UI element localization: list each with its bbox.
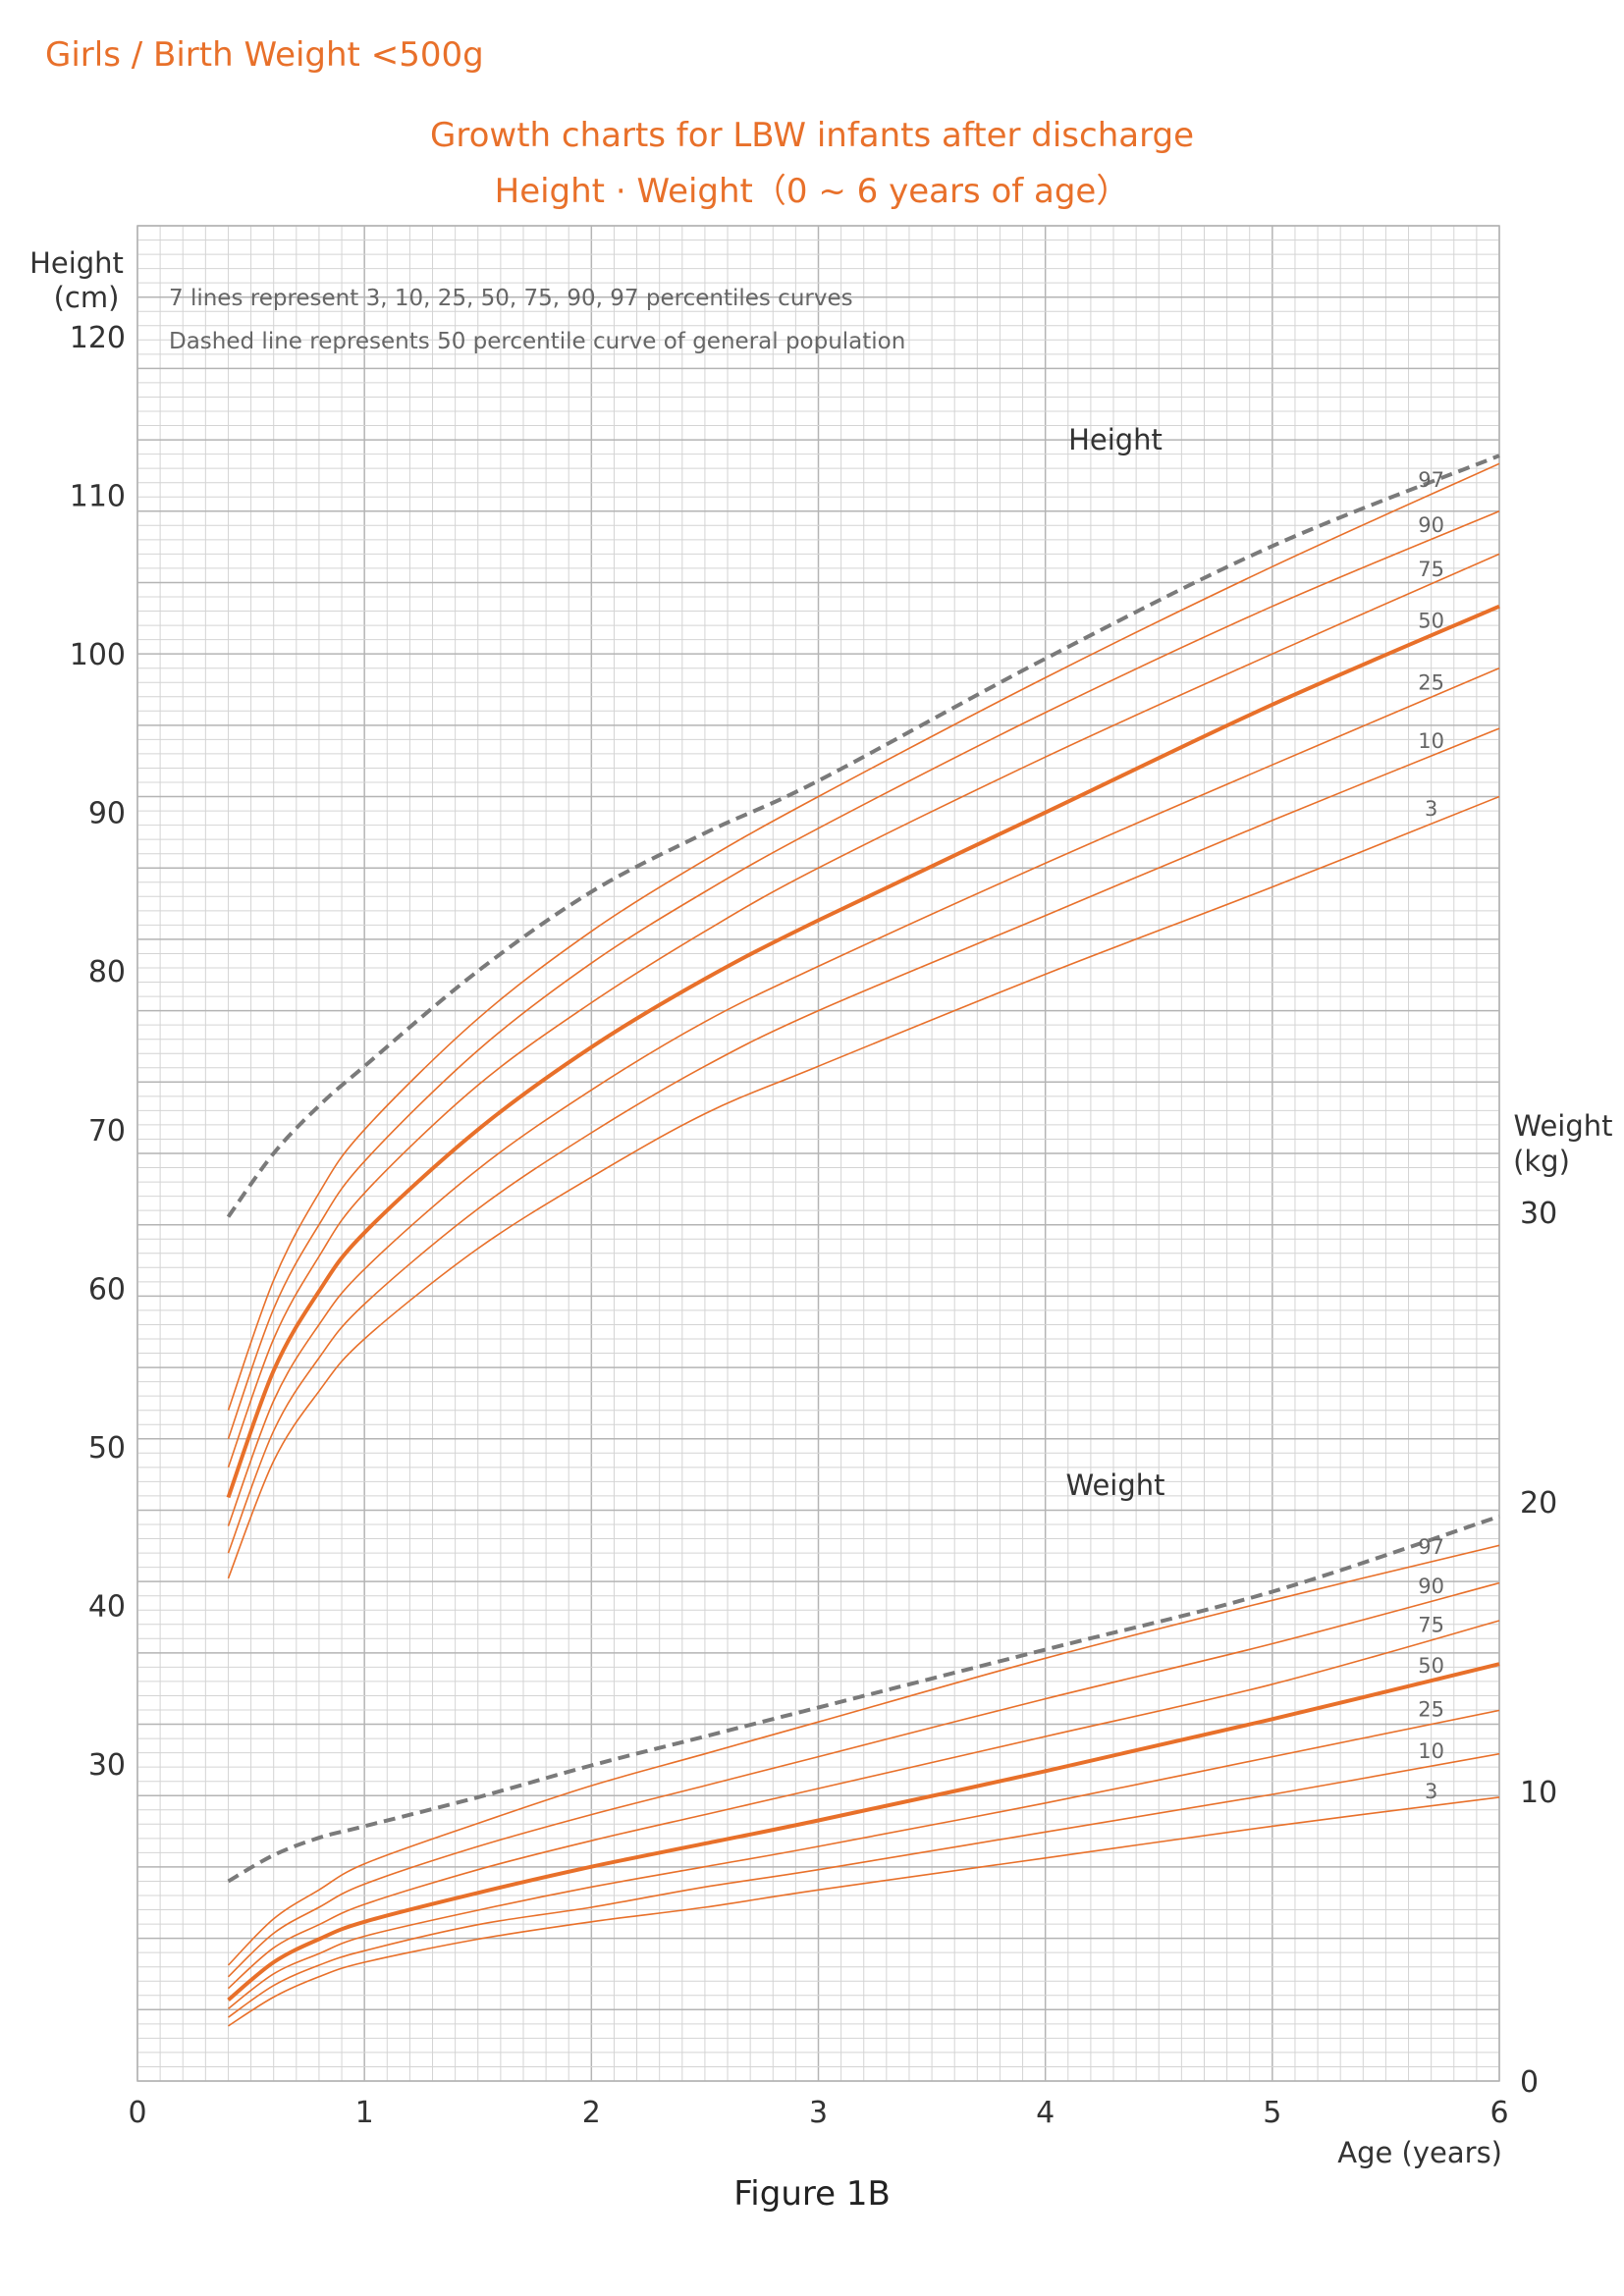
- weight-percentile-97-curve: [227, 1544, 1500, 1966]
- height-percentile-label: 3: [1425, 797, 1437, 821]
- height-percentile-3-curve: [227, 795, 1500, 1579]
- height-tick-label: 40: [88, 1589, 126, 1624]
- chart-axes: Height (cm) Weight (kg) Age (years) 7 li…: [29, 246, 1612, 2169]
- height-percentile-50-curve: [226, 604, 1500, 1499]
- weight-percentile-75-curve: [227, 1620, 1500, 1990]
- weight-percentile-25-curve: [228, 1709, 1500, 2009]
- height-percentile-97-curve: [227, 462, 1500, 1411]
- weight-tick-label: 30: [1520, 1197, 1557, 1231]
- x-axis-label: Age (years): [1337, 2136, 1502, 2169]
- x-tick-label: 2: [582, 2096, 601, 2130]
- weight-percentile-90-curve: [227, 1581, 1500, 1978]
- chart-title-line1: Growth charts for LBW infants after disc…: [430, 116, 1194, 155]
- weight-percentile-50-curve: [227, 1662, 1500, 2002]
- chart-grid: [136, 225, 1500, 2082]
- percentile-curves: [226, 454, 1500, 2027]
- weight-axis-label-line1: Weight: [1513, 1109, 1612, 1143]
- curve-labels: 97 90 75 50 25 10 3 97 90 75 50 25 10 3: [1418, 468, 1444, 1803]
- weight-percentile-3-curve: [228, 1796, 1500, 2027]
- height-tick-label: 50: [88, 1431, 126, 1466]
- note-line1: 7 lines represent 3, 10, 25, 50, 75, 90,…: [169, 286, 853, 311]
- height-tick-label: 100: [70, 638, 126, 672]
- height-panel-label: Height: [1068, 423, 1163, 456]
- note-line2: Dashed line represents 50 percentile cur…: [169, 329, 905, 354]
- weight-reference-curve: [227, 1514, 1500, 1884]
- weight-tick-label: 10: [1520, 1776, 1557, 1810]
- chart-title-line2: Height · Weight（0 ~ 6 years of age）: [494, 172, 1130, 211]
- x-tick-label: 0: [128, 2096, 146, 2130]
- height-percentile-25-curve: [227, 667, 1500, 1526]
- weight-percentile-label: 90: [1418, 1575, 1444, 1598]
- plot-border: [136, 225, 1500, 2082]
- weight-percentile-label: 10: [1418, 1739, 1444, 1763]
- height-tick-label: 70: [88, 1114, 126, 1148]
- height-percentile-label: 50: [1418, 610, 1444, 633]
- height-tick-label: 30: [88, 1748, 126, 1783]
- weight-tick-label: 0: [1520, 2065, 1539, 2100]
- height-percentile-label: 90: [1418, 513, 1444, 537]
- height-percentile-label: 25: [1418, 670, 1444, 694]
- weight-percentile-label: 97: [1418, 1535, 1444, 1559]
- height-axis-label-line2: (cm): [54, 281, 120, 314]
- x-tick-label: 4: [1036, 2096, 1055, 2130]
- weight-percentile-label: 50: [1418, 1654, 1444, 1678]
- weight-tick-label: 20: [1520, 1486, 1557, 1521]
- height-percentile-label: 75: [1418, 558, 1444, 581]
- height-percentile-90-curve: [227, 510, 1500, 1440]
- height-percentile-75-curve: [227, 553, 1500, 1468]
- height-tick-label: 60: [88, 1272, 126, 1307]
- weight-percentile-label: 75: [1418, 1613, 1444, 1636]
- height-tick-label: 110: [70, 480, 126, 514]
- weight-axis-label-line2: (kg): [1513, 1145, 1570, 1178]
- x-tick-label: 5: [1263, 2096, 1281, 2130]
- height-reference-curve: [226, 454, 1500, 1218]
- page-header: Girls / Birth Weight <500g: [45, 35, 484, 75]
- height-percentile-10-curve: [227, 727, 1500, 1554]
- height-tick-label: 90: [88, 797, 126, 831]
- weight-percentile-label: 25: [1418, 1698, 1444, 1722]
- x-tick-label: 6: [1489, 2096, 1508, 2130]
- height-tick-label: 120: [70, 321, 126, 355]
- figure-caption: Figure 1B: [733, 2174, 891, 2214]
- height-percentile-label: 97: [1418, 468, 1444, 492]
- x-tick-label: 1: [355, 2096, 374, 2130]
- height-percentile-label: 10: [1418, 729, 1444, 753]
- height-tick-label: 80: [88, 955, 126, 989]
- x-tick-label: 3: [809, 2096, 828, 2130]
- weight-percentile-label: 3: [1425, 1780, 1437, 1803]
- height-axis-label-line1: Height: [29, 246, 124, 280]
- weight-panel-label: Weight: [1065, 1468, 1164, 1502]
- weight-percentile-10-curve: [228, 1752, 1500, 2018]
